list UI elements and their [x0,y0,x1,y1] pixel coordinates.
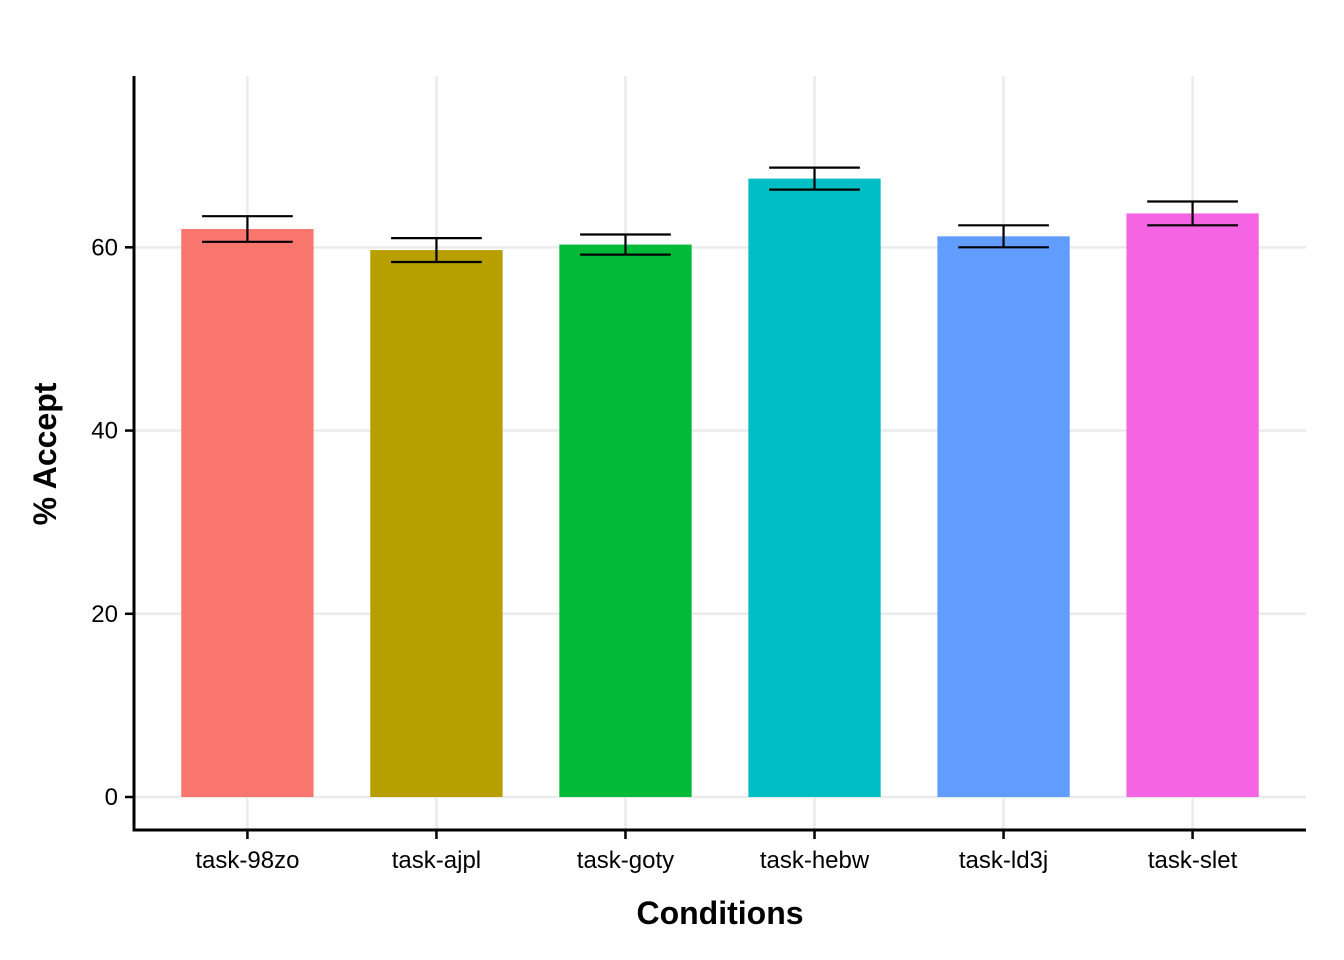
y-tick-label: 0 [105,784,118,811]
x-tick-label: task-ajpl [392,847,481,874]
bar-task-goty [559,244,692,798]
y-axis-title: % Accept [27,382,63,525]
error-bar-task-ld3j [958,224,1049,249]
bar-task-ld3j [937,236,1070,798]
y-tick-label: 40 [91,418,118,445]
bar-task-hebw [748,178,881,798]
bars [181,178,1259,798]
tick-labels: 0 20 40 60 task-98zo task-ajpl task-goty task-h… [91,234,1237,874]
x-tick-label: task-goty [577,847,674,874]
bar-task-ajpl [370,250,503,798]
y-tick-label: 60 [91,234,118,261]
error-bars [202,166,1238,264]
error-bar-task-98zo [202,215,293,243]
axes [125,76,1306,839]
error-bar-task-slet [1147,200,1238,227]
error-bar-task-hebw [769,166,860,191]
x-tick-label: task-hebw [760,847,870,874]
x-tick-label: task-98zo [195,847,299,874]
x-axis-title: Conditions [636,895,803,931]
y-tick-label: 20 [91,601,118,628]
bar-task-slet [1126,213,1259,798]
error-bar-task-ajpl [391,237,482,264]
error-bar-task-goty [580,233,671,256]
bar-task-98zo [181,228,314,798]
x-tick-label: task-slet [1148,847,1238,874]
x-tick-label: task-ld3j [959,847,1048,874]
